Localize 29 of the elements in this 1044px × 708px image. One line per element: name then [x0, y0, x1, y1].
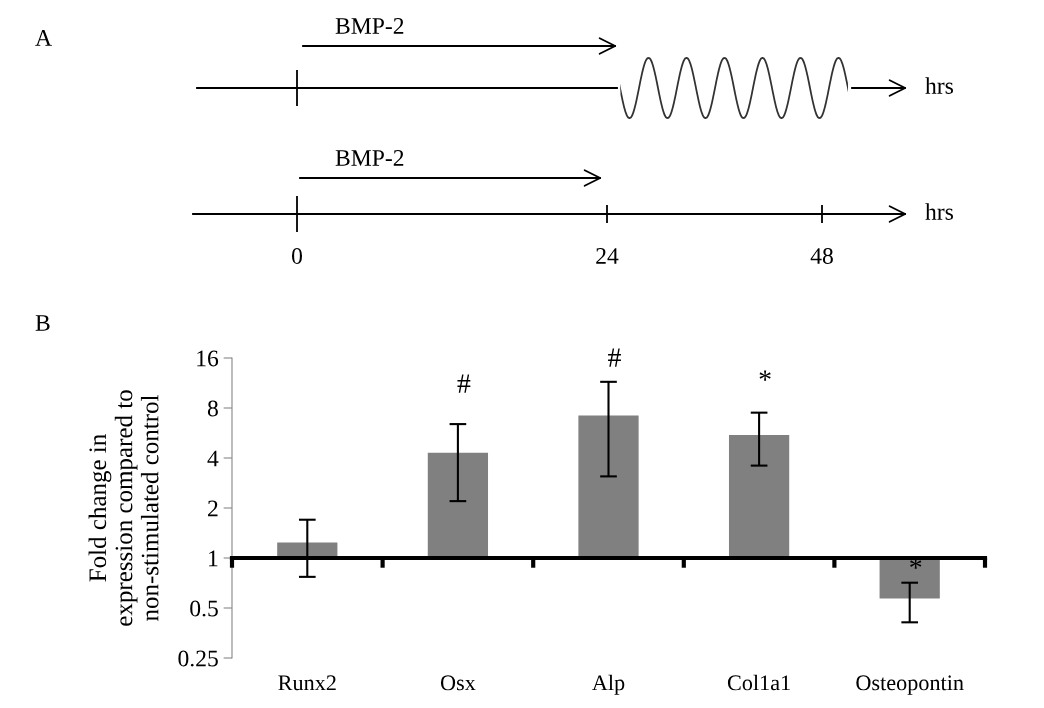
text: BMP-2 [335, 150, 404, 166]
text: BMP-2 [335, 18, 404, 34]
x-tick-label: Osx [440, 675, 476, 691]
y-tick-label: 0.5 [190, 600, 218, 617]
y-tick-label: 8 [207, 400, 218, 417]
text: 48 [810, 247, 833, 264]
y-tick-label: 2 [208, 500, 218, 517]
y-tick-label: 16 [197, 350, 219, 367]
y-tick-label: 4 [207, 450, 219, 467]
bar [427, 452, 489, 558]
y-axis-title: Fold change in expression compared to non-stimulated control [88, 390, 159, 626]
annotation: # [608, 348, 621, 367]
x-tick-label: Col1a1 [727, 674, 790, 691]
y-tick-label: 0.25 [178, 650, 218, 667]
text: 24 [596, 248, 619, 264]
text: A [35, 30, 52, 46]
y-tick-label: 1 [209, 550, 218, 567]
text: 0 [292, 247, 302, 264]
text: B [35, 315, 50, 331]
text: hrs [925, 77, 953, 94]
bar [578, 415, 639, 558]
x-tick-label: Osteopontin [856, 675, 964, 695]
text: hrs [925, 203, 953, 220]
annotation: * [759, 370, 771, 381]
bar [879, 558, 940, 599]
annotation: # [457, 374, 471, 393]
x-tick-label: Alp [592, 674, 625, 695]
x-tick-label: Runx2 [278, 675, 336, 691]
bar [728, 435, 790, 558]
